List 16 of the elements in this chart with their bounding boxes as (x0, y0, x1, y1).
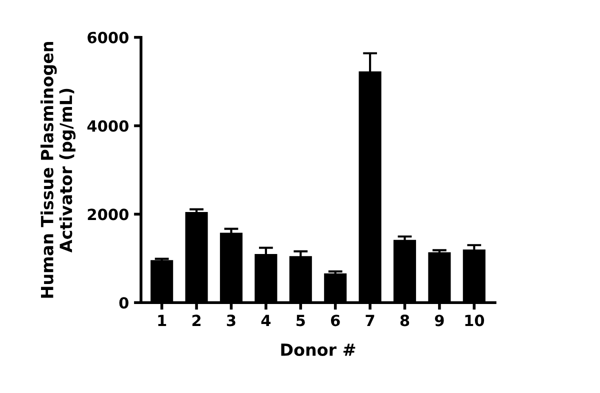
x-axis-title: Donor # (281, 344, 356, 356)
y-tick-label: 0 (119, 297, 128, 309)
x-tick-label: 2 (192, 314, 201, 326)
x-tick-label: 1 (158, 314, 166, 326)
x-tick-label: 6 (330, 314, 340, 326)
x-tick-label: 10 (465, 314, 484, 326)
x-tick-label: 8 (400, 314, 410, 326)
x-tick-label: 7 (366, 314, 374, 326)
y-tick-label: 4000 (87, 120, 128, 132)
x-tick-label: 9 (434, 314, 444, 326)
y-axis-title: Human Tissue Plasminogen Activator (pg/mL) (40, 42, 76, 298)
y-tick-label: 2000 (88, 208, 128, 220)
x-tick-label: 3 (226, 314, 236, 326)
x-tick-label: 5 (296, 314, 305, 326)
x-tick-label: 4 (261, 314, 271, 326)
y-tick-label: 6000 (88, 32, 128, 44)
